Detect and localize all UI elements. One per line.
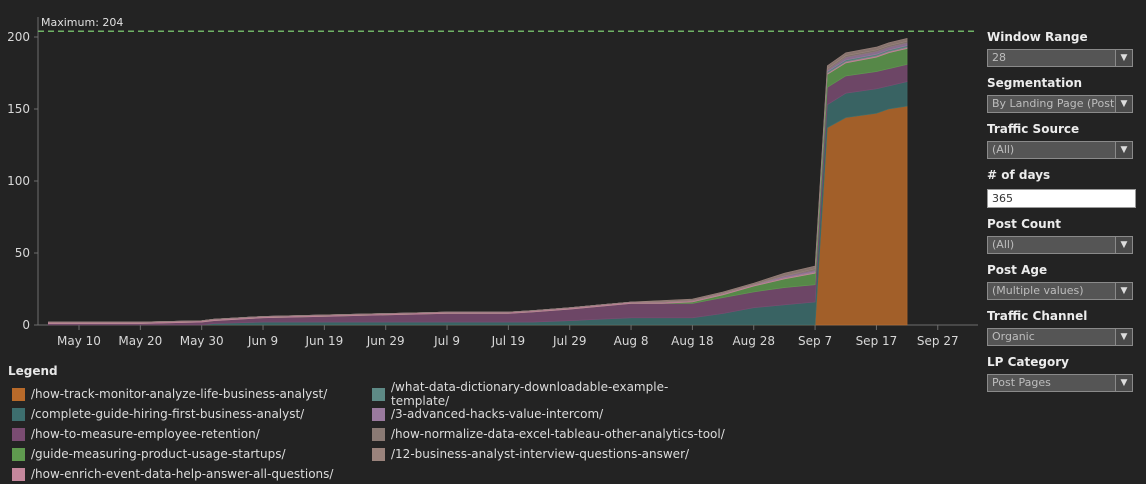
filter-label: Traffic Channel — [987, 309, 1088, 323]
area-series-9[interactable] — [48, 38, 908, 323]
filter-num-days: # of days — [987, 168, 1139, 208]
legend-item[interactable]: /what-data-dictionary-downloadable-examp… — [366, 380, 726, 408]
y-tick-label: 0 — [22, 318, 30, 332]
legend-label: /what-data-dictionary-downloadable-examp… — [391, 380, 669, 408]
x-tick-label: Jul 29 — [552, 334, 587, 348]
dropdown-value: 28 — [992, 51, 1006, 64]
maximum-reference-label: Maximum: 204 — [41, 16, 123, 29]
dropdown-value: (All) — [992, 143, 1015, 156]
x-tick-label: Jun 19 — [304, 334, 343, 348]
filter-label: Post Count — [987, 217, 1061, 231]
legend-label: /guide-measuring-product-usage-startups/ — [31, 447, 286, 461]
legend-swatch — [12, 427, 25, 441]
x-tick-label: Sep 27 — [917, 334, 959, 348]
lp-category-dropdown[interactable]: Post Pages ▼ — [987, 374, 1133, 392]
legend-swatch — [372, 387, 385, 401]
post-count-dropdown[interactable]: (All) ▼ — [987, 236, 1133, 254]
legend-item[interactable]: /3-advanced-hacks-value-intercom/ — [366, 404, 726, 424]
legend-item[interactable]: /complete-guide-hiring-first-business-an… — [6, 404, 366, 424]
stacked-area-chart: 0 50 100 150 200 May 10 May 20 May 30 Jun 9 Jun 1… — [7, 16, 978, 348]
legend-label: /complete-guide-hiring-first-business-an… — [31, 407, 305, 421]
legend-swatch — [372, 407, 385, 421]
legend-column-left: /how-track-monitor-analyze-life-business… — [6, 384, 366, 484]
legend-swatch — [12, 447, 25, 461]
legend-column-right: /what-data-dictionary-downloadable-examp… — [366, 380, 726, 484]
filter-label: Post Age — [987, 263, 1048, 277]
legend-label: /12-business-analyst-interview-questions… — [391, 447, 690, 461]
post-age-dropdown[interactable]: (Multiple values) ▼ — [987, 282, 1133, 300]
legend: Legend /how-track-monitor-analyze-life-b… — [6, 364, 746, 481]
y-tick-label: 150 — [7, 102, 30, 116]
legend-label: /3-advanced-hacks-value-intercom/ — [391, 407, 604, 421]
window-range-dropdown[interactable]: 28 ▼ — [987, 49, 1133, 67]
chevron-down-icon[interactable]: ▼ — [1115, 96, 1132, 112]
legend-item[interactable]: /guide-measuring-product-usage-startups/ — [6, 444, 366, 464]
x-tick-label: May 20 — [118, 334, 162, 348]
legend-item[interactable]: /how-normalize-data-excel-tableau-other-… — [366, 424, 726, 444]
legend-title: Legend — [8, 364, 58, 378]
legend-item[interactable]: /how-track-monitor-analyze-life-business… — [6, 384, 366, 404]
chevron-down-icon[interactable]: ▼ — [1115, 237, 1132, 253]
traffic-channel-dropdown[interactable]: Organic ▼ — [987, 328, 1133, 346]
legend-swatch — [12, 467, 25, 481]
filter-window-range: Window Range 28 ▼ — [987, 30, 1139, 67]
dropdown-value: By Landing Page (Post) — [992, 97, 1119, 110]
x-tick-label: Sep 7 — [798, 334, 832, 348]
filter-post-count: Post Count (All) ▼ — [987, 217, 1139, 254]
y-tick-label: 100 — [7, 174, 30, 188]
legend-label: /how-enrich-event-data-help-answer-all-q… — [31, 467, 334, 481]
x-tick-label: Aug 18 — [671, 334, 714, 348]
x-tick-label: Jun 29 — [366, 334, 405, 348]
x-tick-label: Aug 8 — [614, 334, 649, 348]
chart-svg: 0 50 100 150 200 May 10 May 20 May 30 Jun 9 Jun 1… — [7, 16, 978, 348]
filter-panel: Window Range 28 ▼ Segmentation By Landin… — [987, 30, 1139, 401]
x-tick-label: May 30 — [180, 334, 224, 348]
dropdown-value: Organic — [992, 330, 1035, 343]
y-tick-label: 50 — [15, 246, 30, 260]
y-tick-label: 200 — [7, 30, 30, 44]
x-tick-label: May 10 — [57, 334, 101, 348]
chevron-down-icon[interactable]: ▼ — [1115, 50, 1132, 66]
num-days-input[interactable] — [987, 189, 1136, 208]
dropdown-value: Post Pages — [992, 376, 1051, 389]
chevron-down-icon[interactable]: ▼ — [1115, 283, 1132, 299]
chevron-down-icon[interactable]: ▼ — [1115, 375, 1132, 391]
filter-label: Window Range — [987, 30, 1088, 44]
x-tick-label: Jul 19 — [491, 334, 526, 348]
filter-traffic-source: Traffic Source (All) ▼ — [987, 122, 1139, 159]
filter-post-age: Post Age (Multiple values) ▼ — [987, 263, 1139, 300]
filter-label: Segmentation — [987, 76, 1083, 90]
x-tick-label: Jun 9 — [247, 334, 278, 348]
filter-lp-category: LP Category Post Pages ▼ — [987, 355, 1139, 392]
legend-swatch — [12, 387, 25, 401]
filter-segmentation: Segmentation By Landing Page (Post) ▼ — [987, 76, 1139, 113]
legend-item[interactable]: /how-to-measure-employee-retention/ — [6, 424, 366, 444]
traffic-source-dropdown[interactable]: (All) ▼ — [987, 141, 1133, 159]
dropdown-value: (Multiple values) — [992, 284, 1084, 297]
legend-swatch — [372, 447, 385, 461]
legend-label: /how-normalize-data-excel-tableau-other-… — [391, 427, 725, 441]
area-series-4[interactable] — [48, 48, 908, 324]
dropdown-value: (All) — [992, 238, 1015, 251]
segmentation-dropdown[interactable]: By Landing Page (Post) ▼ — [987, 95, 1133, 113]
filter-label: Traffic Source — [987, 122, 1080, 136]
x-tick-label: Sep 17 — [856, 334, 898, 348]
legend-swatch — [12, 407, 25, 421]
x-tick-label: Aug 28 — [732, 334, 775, 348]
filter-label: # of days — [987, 168, 1051, 182]
legend-swatch — [372, 427, 385, 441]
filter-traffic-channel: Traffic Channel Organic ▼ — [987, 309, 1139, 346]
legend-item[interactable]: /12-business-analyst-interview-questions… — [366, 444, 726, 464]
legend-label: /how-track-monitor-analyze-life-business… — [31, 387, 328, 401]
legend-item[interactable]: /how-enrich-event-data-help-answer-all-q… — [6, 464, 366, 484]
chevron-down-icon[interactable]: ▼ — [1115, 329, 1132, 345]
filter-label: LP Category — [987, 355, 1069, 369]
chevron-down-icon[interactable]: ▼ — [1115, 142, 1132, 158]
legend-label: /how-to-measure-employee-retention/ — [31, 427, 260, 441]
x-tick-label: Jul 9 — [433, 334, 460, 348]
